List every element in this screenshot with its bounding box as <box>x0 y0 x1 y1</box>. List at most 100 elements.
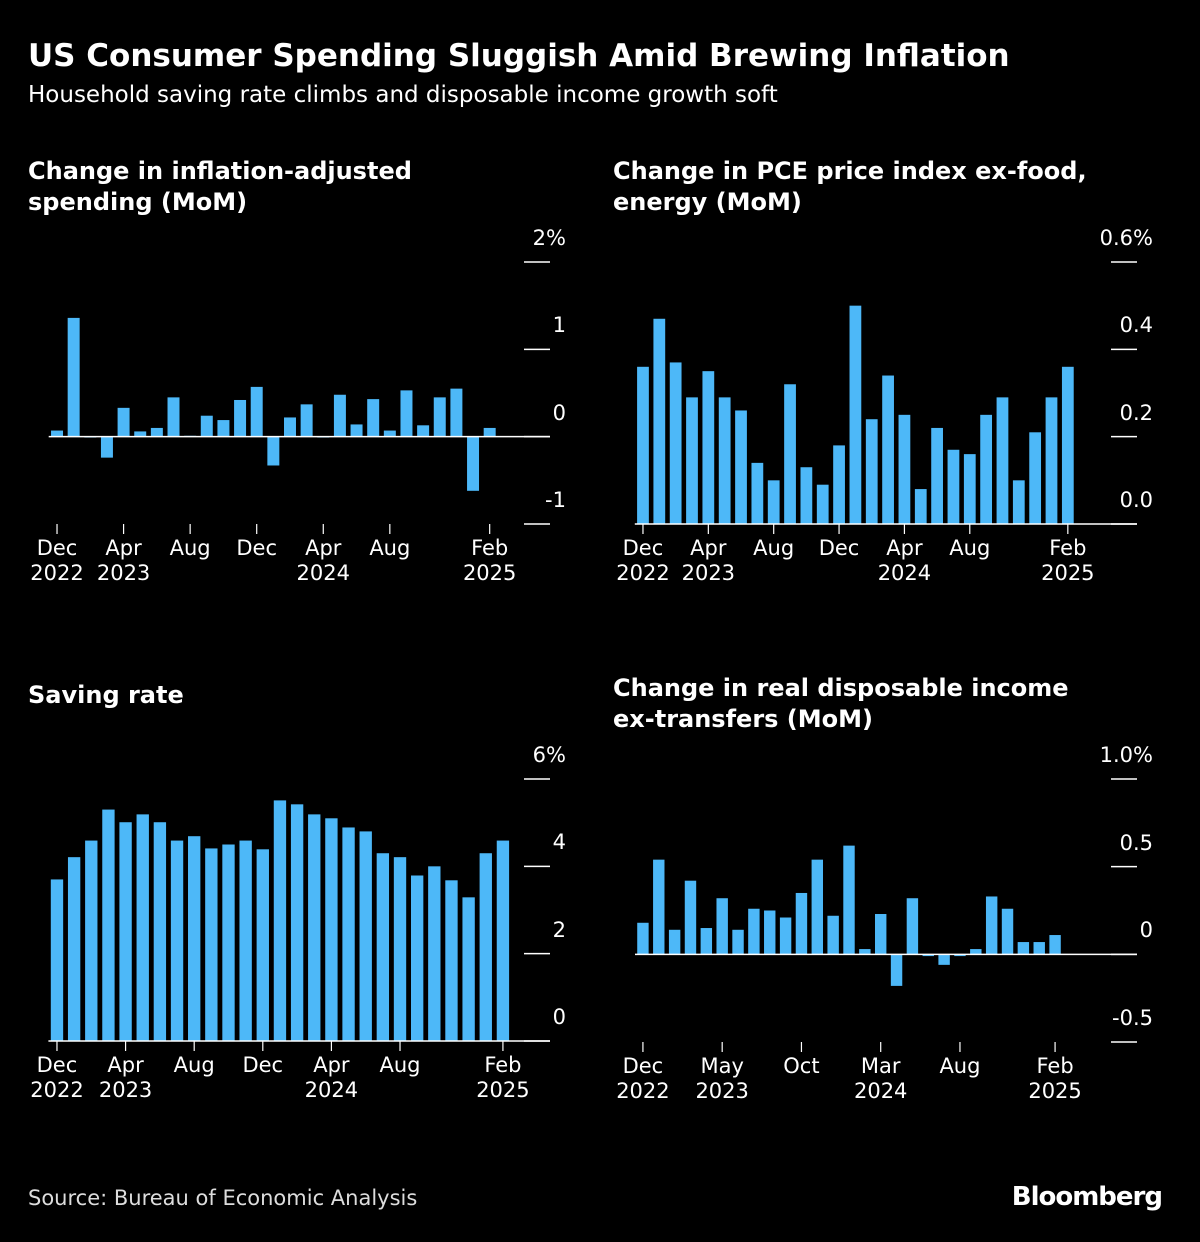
chart-title: Change in inflation-adjusted spending (M… <box>28 157 412 216</box>
x-tick-label: Dec <box>242 1053 284 1077</box>
bar <box>1061 366 1074 524</box>
bar <box>882 375 894 524</box>
y-tick-label: -0.5 <box>1112 1006 1153 1030</box>
bar <box>718 397 731 524</box>
bar <box>859 949 871 955</box>
bar <box>764 910 776 955</box>
bar <box>50 879 64 1041</box>
bar <box>150 427 163 437</box>
bar <box>134 431 147 437</box>
y-tick-label: 1 <box>552 313 566 338</box>
bar <box>479 853 492 1041</box>
bar <box>811 859 824 955</box>
bar <box>393 857 407 1041</box>
bar <box>433 397 446 437</box>
x-tick-label: Apr 2023 <box>96 536 151 585</box>
bar <box>102 809 115 1041</box>
y-tick-label: 0.2 <box>1119 400 1153 425</box>
bar <box>922 954 934 957</box>
brand: Bloomberg <box>1011 1182 1163 1212</box>
x-tick-label: May 2023 <box>695 1054 749 1103</box>
y-tick-label: 6% <box>532 743 566 767</box>
bar <box>200 415 213 437</box>
y-tick-label: 0 <box>1139 918 1153 943</box>
bar <box>637 922 649 955</box>
x-tick-label: Apr 2024 <box>877 536 932 585</box>
bar <box>445 880 458 1041</box>
bar <box>273 800 287 1041</box>
chart-title: Change in PCE price index ex-food, energ… <box>613 157 1087 216</box>
bar <box>748 908 760 955</box>
x-tick-label: Apr 2024 <box>296 536 350 585</box>
x-tick-label: Apr 2024 <box>304 1053 359 1102</box>
bar <box>954 954 966 957</box>
bar <box>684 880 697 955</box>
bar <box>732 929 744 955</box>
bar <box>735 410 747 524</box>
bar <box>467 436 480 491</box>
source: Source: Bureau of Economic Analysis <box>28 1186 418 1210</box>
chart-title: Change in real disposable income ex-tran… <box>613 674 1069 733</box>
bar <box>250 386 263 437</box>
bar <box>367 399 380 437</box>
y-tick-label: 0.5 <box>1119 830 1153 855</box>
bar <box>985 896 998 955</box>
x-tick-label: Feb 2025 <box>462 536 517 585</box>
y-tick-label: -1 <box>545 488 566 512</box>
x-tick-label: Oct <box>783 1054 820 1078</box>
bar <box>51 430 64 437</box>
bar <box>1049 935 1061 955</box>
bar <box>333 394 346 437</box>
bar <box>890 954 903 986</box>
bar <box>686 397 698 524</box>
x-tick-label: Dec <box>818 536 860 560</box>
bar <box>784 384 796 524</box>
bar <box>843 845 855 955</box>
bar <box>716 898 728 955</box>
bar <box>816 484 829 524</box>
bar <box>450 388 463 437</box>
y-tick-label: 0.0 <box>1119 488 1153 512</box>
x-tick-label: Aug <box>173 1053 215 1077</box>
bar <box>700 928 713 955</box>
x-tick-label: Dec 2022 <box>616 1054 670 1103</box>
bar <box>205 848 218 1041</box>
bar <box>795 892 808 955</box>
bar <box>669 362 682 524</box>
x-tick-label: Aug <box>939 1054 981 1078</box>
bar <box>359 831 372 1041</box>
bar <box>779 917 792 955</box>
bar <box>653 859 665 955</box>
bar <box>119 822 132 1041</box>
bar <box>350 424 363 437</box>
bar <box>1029 432 1042 524</box>
bar <box>898 414 911 524</box>
bar <box>1033 942 1045 955</box>
x-tick-label: Feb 2025 <box>476 1053 530 1102</box>
bar <box>167 397 180 437</box>
page-title: US Consumer Spending Sluggish Amid Brewi… <box>28 38 1010 74</box>
bar <box>865 419 878 524</box>
bar <box>117 407 130 437</box>
bar <box>849 305 862 524</box>
bar <box>136 814 149 1041</box>
x-tick-label: Aug <box>169 536 211 560</box>
bar <box>256 849 269 1041</box>
bar <box>153 822 167 1041</box>
bar <box>100 436 113 458</box>
x-tick-label: Feb 2025 <box>1041 536 1095 585</box>
bar <box>188 836 201 1041</box>
bar <box>267 436 280 466</box>
bar <box>300 404 313 437</box>
x-tick-label: Dec <box>236 536 278 560</box>
bar <box>483 427 496 437</box>
bar <box>417 425 430 437</box>
x-tick-label: Feb 2025 <box>1028 1054 1082 1103</box>
bar <box>428 866 441 1041</box>
bar <box>222 844 235 1041</box>
x-tick-label: Mar 2024 <box>853 1054 908 1103</box>
bar <box>67 317 80 437</box>
x-tick-label: Aug <box>369 536 411 560</box>
x-tick-label: Dec 2022 <box>30 1053 84 1102</box>
